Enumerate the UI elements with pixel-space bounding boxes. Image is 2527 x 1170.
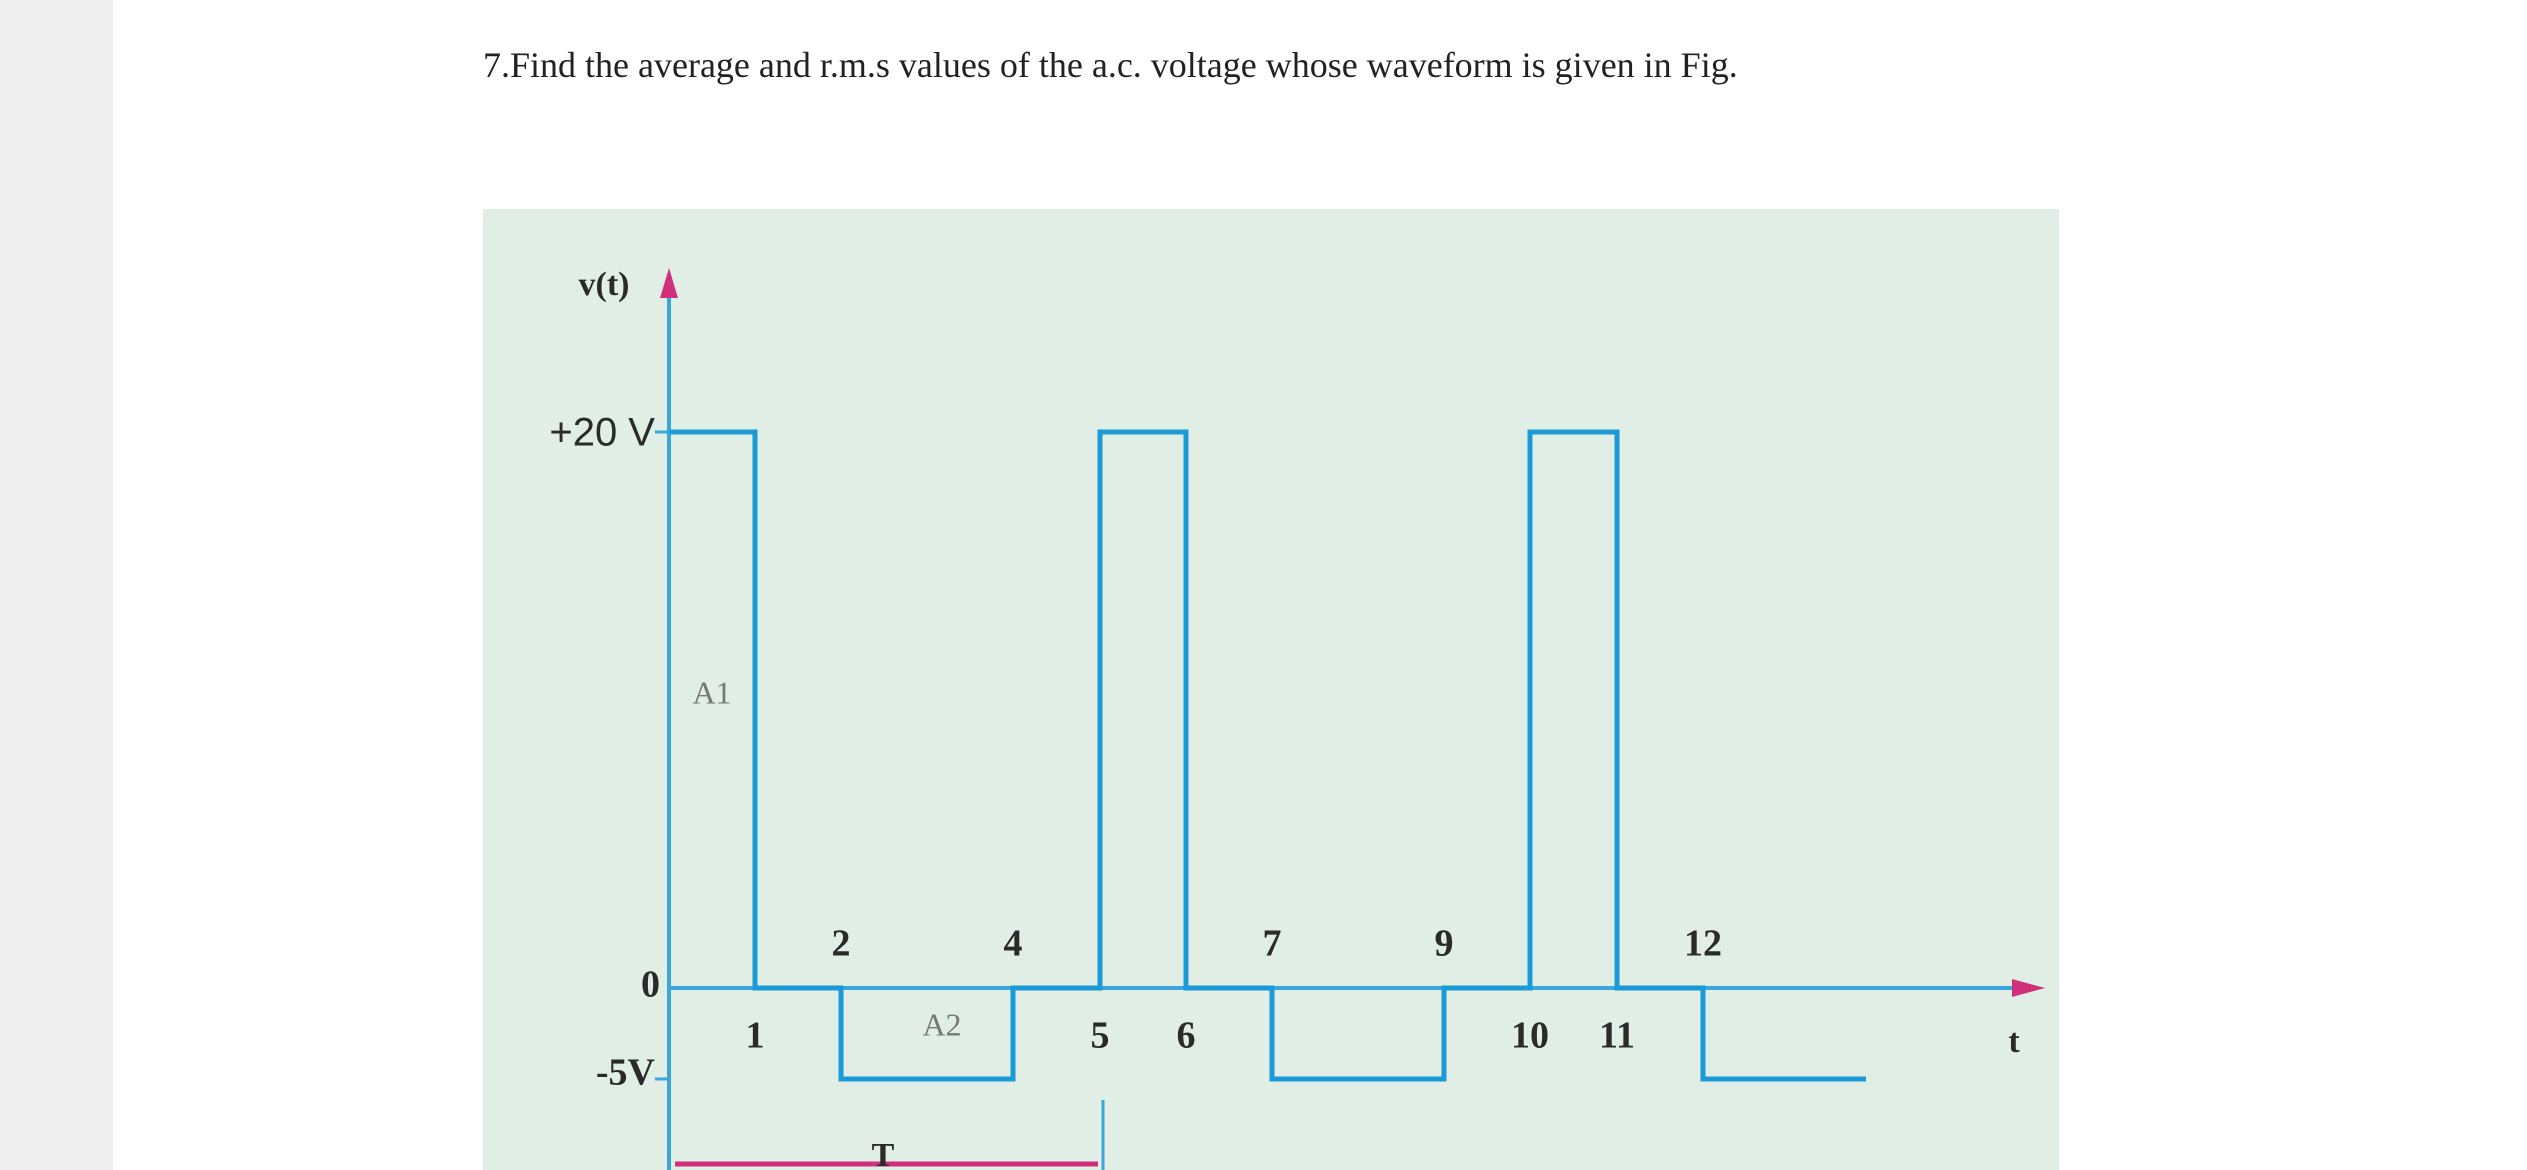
time-label: 10 — [1511, 1015, 1549, 1057]
area-label: A1 — [692, 674, 731, 710]
time-label: 7 — [1263, 923, 1282, 965]
y-axis-label: v(t) — [579, 266, 630, 303]
time-label: 6 — [1177, 1015, 1196, 1057]
level-label: +20 V — [549, 411, 655, 455]
area-label: A2 — [922, 1006, 961, 1042]
level-label: 0 — [641, 964, 660, 1006]
waveform — [669, 429, 1866, 1082]
level-label: -5V — [596, 1052, 656, 1094]
x-axis-label: t — [2008, 1023, 2020, 1060]
time-label: 11 — [1599, 1015, 1635, 1057]
time-label: 12 — [1684, 923, 1722, 965]
x-axis-arrow — [2012, 979, 2045, 997]
question-text: 7.Find the average and r.m.s values of t… — [483, 45, 1738, 85]
time-label: 1 — [746, 1015, 765, 1057]
time-label: 2 — [832, 923, 851, 965]
time-label: 9 — [1435, 923, 1454, 965]
y-axis-arrow — [660, 268, 678, 298]
period-label: T — [872, 1137, 895, 1170]
time-label: 5 — [1091, 1015, 1110, 1057]
time-label: 4 — [1004, 923, 1023, 965]
side-strip — [0, 0, 113, 1170]
